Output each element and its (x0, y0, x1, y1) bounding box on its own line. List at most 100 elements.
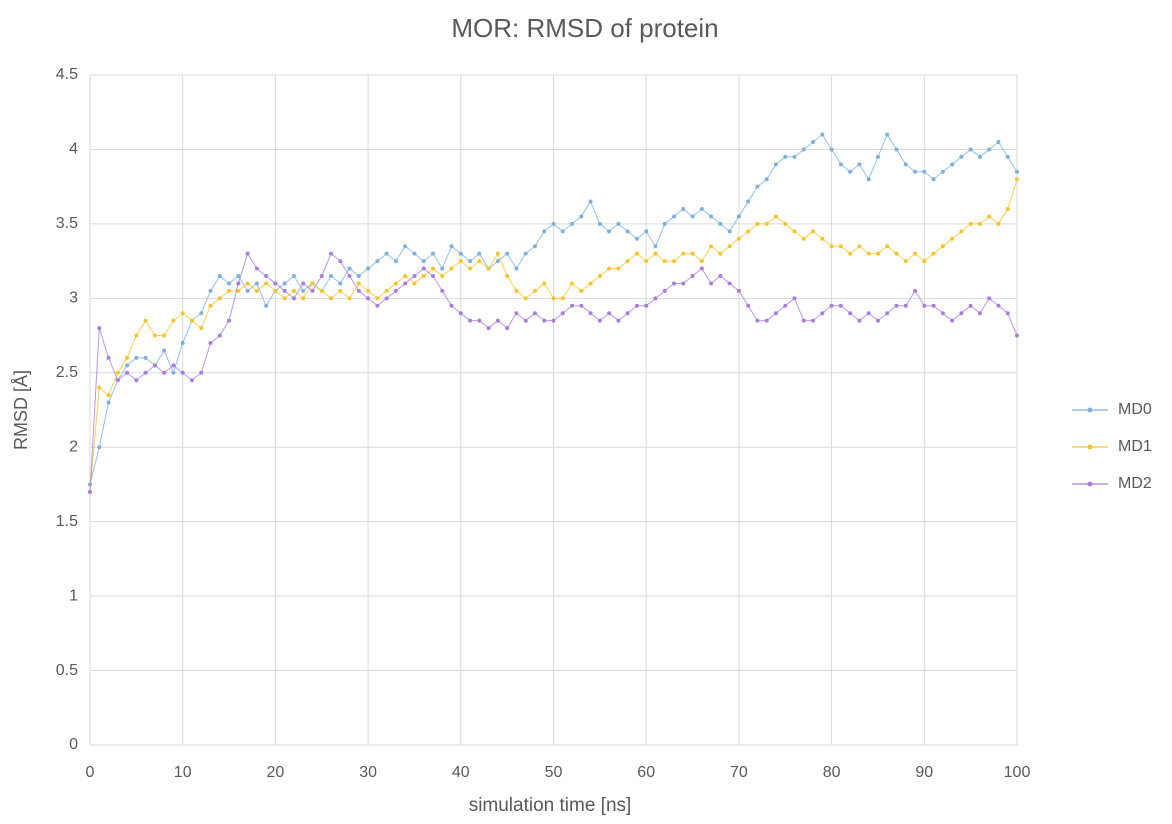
series-point (783, 154, 788, 159)
series-point (848, 169, 853, 174)
series-point (199, 326, 204, 331)
y-tick-label: 3.5 (56, 215, 78, 232)
series-point (301, 296, 306, 301)
series-point (681, 207, 686, 211)
series-point (143, 370, 148, 375)
x-tick-label: 40 (452, 764, 470, 781)
series-point (773, 162, 778, 167)
series-point (319, 274, 324, 278)
series-point (885, 311, 890, 316)
series-point (1015, 333, 1019, 338)
series-point (829, 244, 834, 249)
series-point (282, 281, 287, 286)
series-point (625, 229, 630, 234)
series-point (875, 318, 880, 323)
series-point (588, 199, 593, 204)
series-point (468, 266, 473, 271)
series-point (134, 355, 139, 360)
series-point (875, 154, 880, 159)
series-point (653, 251, 658, 256)
series-point (254, 266, 259, 271)
series-point (152, 333, 157, 338)
series-point (329, 251, 334, 256)
series-point (384, 251, 389, 256)
legend-marker (1087, 481, 1093, 487)
series-point (672, 281, 677, 286)
series-point (625, 259, 630, 264)
x-tick-label: 20 (267, 764, 285, 781)
series-point (440, 288, 445, 293)
series-point (968, 303, 973, 308)
series-point (393, 259, 398, 264)
series-point (189, 378, 194, 383)
x-tick-label: 70 (730, 764, 748, 781)
series-point (727, 281, 732, 286)
series-point (486, 266, 491, 271)
series-point (551, 318, 556, 323)
series-point (560, 311, 565, 316)
series-point (505, 274, 510, 278)
series-point (570, 221, 575, 226)
series-point (894, 303, 899, 308)
series-point (950, 318, 955, 323)
series-point (477, 259, 482, 264)
series-point (551, 296, 556, 301)
series-point (430, 274, 435, 278)
series-point (987, 296, 992, 301)
series-point (477, 251, 482, 256)
series-point (607, 229, 612, 234)
series-point (672, 214, 677, 219)
series-point (634, 251, 639, 256)
series-point (783, 221, 788, 226)
series-point (579, 214, 584, 219)
series-point (820, 236, 825, 241)
series-point (347, 266, 352, 271)
series-point (449, 303, 454, 308)
series-point (514, 311, 519, 316)
series-point (551, 221, 556, 226)
series-point (913, 251, 918, 256)
series-point (115, 378, 120, 383)
series-point (783, 303, 788, 308)
series-point (199, 370, 204, 375)
series-point (329, 274, 334, 278)
series-point (106, 400, 111, 405)
series-point (375, 303, 380, 308)
series-point (736, 214, 741, 219)
series-point (681, 251, 686, 256)
series-point (718, 221, 723, 226)
series-point (959, 154, 964, 159)
series-point (421, 274, 426, 278)
series-point (690, 274, 695, 278)
series-point (699, 266, 704, 271)
series-point (644, 259, 649, 264)
series-point (903, 162, 908, 167)
series-point (162, 370, 167, 375)
series-point (171, 363, 176, 368)
series-point (931, 251, 936, 256)
series-point (162, 333, 167, 338)
series-point (291, 274, 296, 278)
series-point (625, 311, 630, 316)
series-point (996, 303, 1001, 308)
series-point (532, 311, 537, 316)
series-point (180, 370, 185, 375)
series-point (440, 274, 445, 278)
series-point (347, 274, 352, 278)
legend-marker (1087, 444, 1093, 450)
series-point (616, 266, 621, 271)
series-point (356, 288, 361, 293)
series-point (125, 355, 130, 360)
series-point (384, 296, 389, 301)
series-point (338, 288, 343, 293)
y-tick-label: 4 (69, 141, 78, 158)
series-point (959, 311, 964, 316)
series-point (227, 281, 232, 286)
series-point (143, 318, 148, 323)
series-point (254, 281, 259, 286)
series-point (838, 244, 843, 249)
series-point (403, 244, 408, 249)
series-point (134, 333, 139, 338)
series-point (542, 281, 547, 286)
